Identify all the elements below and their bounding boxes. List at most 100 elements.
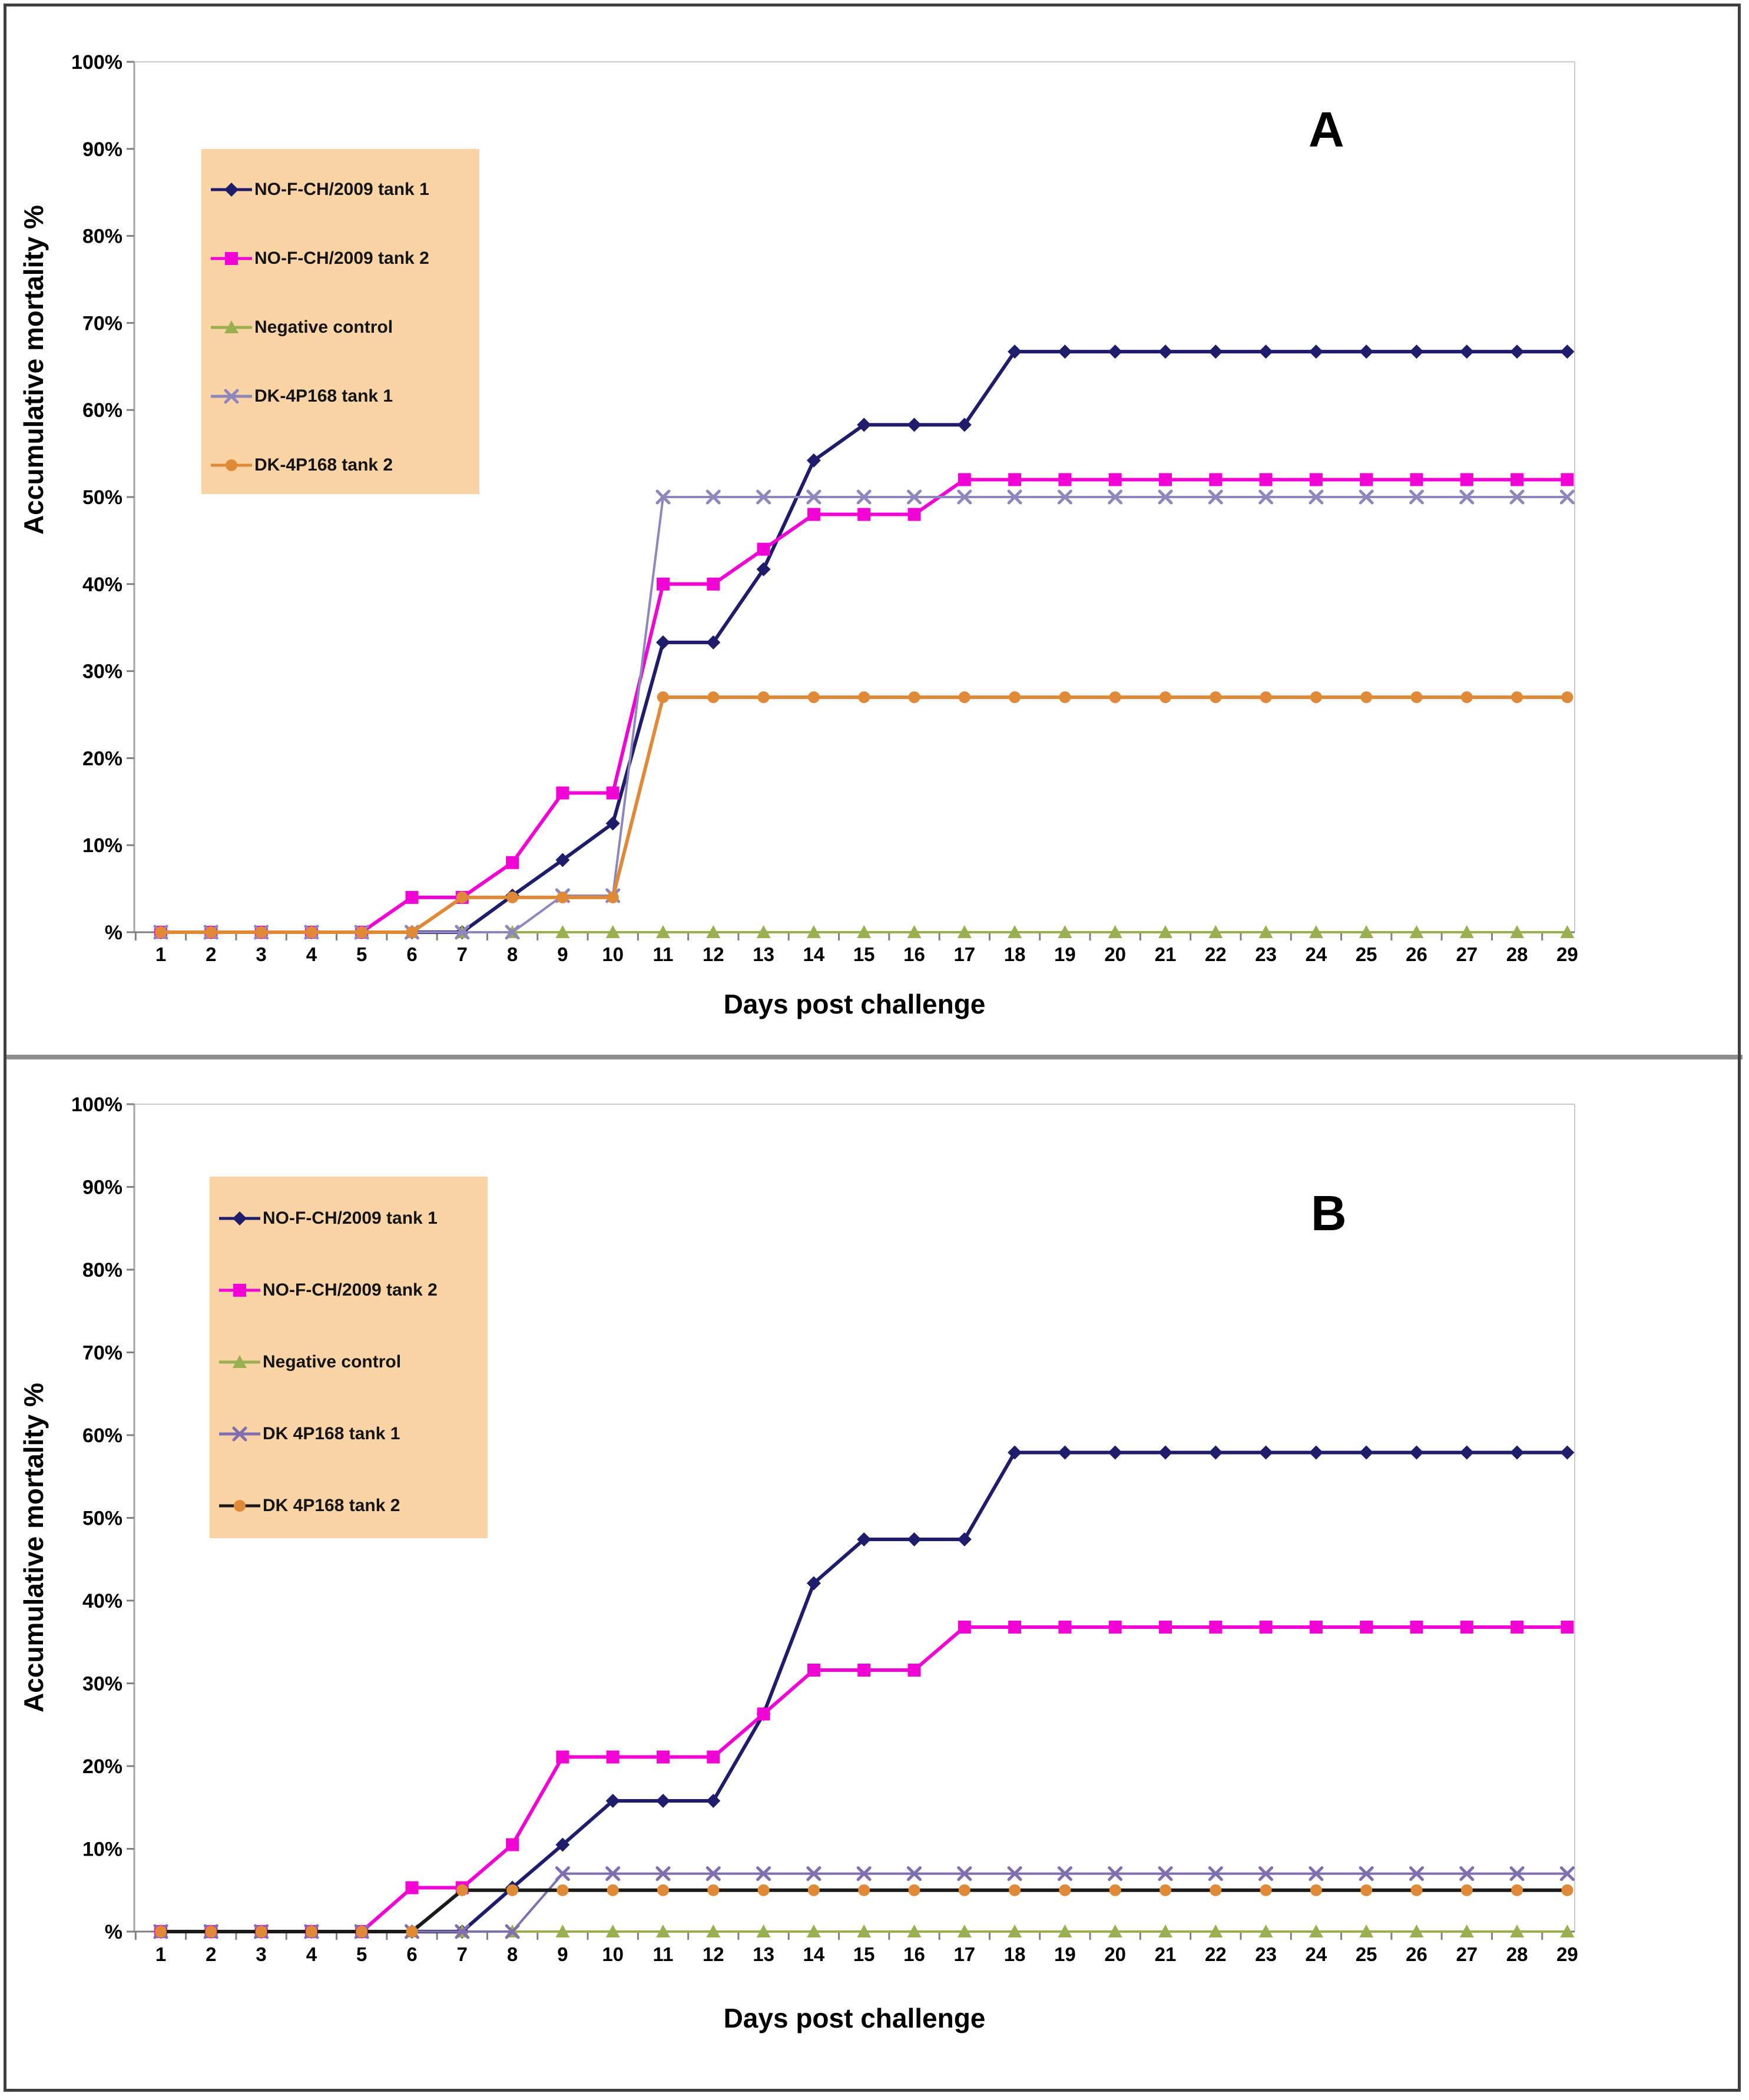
circle-marker bbox=[707, 691, 720, 703]
square-marker bbox=[1460, 473, 1473, 486]
square-marker bbox=[1460, 1620, 1473, 1634]
diamond-marker bbox=[1158, 345, 1172, 359]
y-tick-label: 20% bbox=[82, 747, 122, 770]
x-tick-label: 18 bbox=[1004, 943, 1026, 965]
x-marker bbox=[455, 1924, 470, 1939]
triangle-marker bbox=[756, 1925, 771, 1937]
diamond-marker bbox=[1560, 1445, 1575, 1460]
circle-marker bbox=[356, 926, 368, 938]
legend-key-diamond-icon bbox=[219, 1211, 260, 1225]
square-marker bbox=[405, 1881, 419, 1894]
x-tick-label: 21 bbox=[1155, 943, 1177, 965]
x-marker bbox=[655, 489, 671, 505]
square-marker bbox=[1510, 473, 1524, 486]
triangle-marker bbox=[1459, 1925, 1474, 1937]
y-tick-label: 90% bbox=[82, 138, 122, 161]
triangle-marker bbox=[957, 1925, 972, 1937]
circle-marker bbox=[858, 691, 870, 703]
y-tick-label: 50% bbox=[82, 1508, 122, 1530]
square-marker bbox=[958, 1620, 971, 1634]
x-tick-label: 3 bbox=[256, 1943, 266, 1965]
y-tick-label: 50% bbox=[82, 486, 122, 509]
x-tick-label: 4 bbox=[306, 1943, 317, 1965]
x-tick-label: 18 bbox=[1004, 1943, 1026, 1965]
x-tick-label: 26 bbox=[1406, 943, 1427, 965]
circle-marker bbox=[1160, 691, 1171, 703]
x-tick-label: 2 bbox=[206, 1943, 216, 1965]
y-tick-label: % bbox=[105, 922, 122, 944]
diamond-marker bbox=[224, 182, 238, 197]
diamond-marker bbox=[605, 816, 620, 831]
x-tick-label: 14 bbox=[803, 943, 825, 965]
square-marker bbox=[1259, 1620, 1273, 1634]
legend-item-negative-control: Negative control bbox=[218, 1326, 488, 1398]
square-marker bbox=[225, 251, 238, 265]
circle-marker bbox=[255, 926, 267, 938]
x-tick-label: 19 bbox=[1054, 1943, 1076, 1965]
legend-a: NO-F-CH/2009 tank 1 NO-F-CH/2009 tank 2 Ne… bbox=[201, 149, 479, 494]
circle-marker bbox=[1210, 691, 1222, 703]
square-marker bbox=[1561, 473, 1574, 486]
square-marker bbox=[1058, 473, 1072, 486]
triangle-marker bbox=[1058, 925, 1072, 938]
x-tick-label: 25 bbox=[1356, 943, 1377, 965]
x-marker bbox=[1359, 1866, 1374, 1882]
circle-marker bbox=[657, 1884, 669, 1896]
x-tick-label: 7 bbox=[457, 1943, 468, 1965]
square-marker bbox=[907, 508, 921, 521]
legend-key-x-icon bbox=[219, 1426, 260, 1442]
circle-marker bbox=[1310, 1884, 1322, 1896]
legend-item-dk-4p168-tank-2: DK-4P168 tank 2 bbox=[210, 430, 479, 499]
diamond-marker bbox=[1158, 1445, 1172, 1460]
x-marker bbox=[1309, 489, 1324, 505]
x-tick-label: 29 bbox=[1556, 1943, 1578, 1965]
diamond-marker bbox=[1510, 1445, 1525, 1460]
diamond-marker bbox=[555, 1837, 570, 1852]
diamond-marker bbox=[1058, 345, 1072, 359]
triangle-marker bbox=[756, 925, 771, 938]
circle-marker bbox=[556, 1884, 569, 1896]
legend-key-x-icon bbox=[211, 389, 252, 403]
circle-marker bbox=[356, 1926, 368, 1937]
y-tick-label: 30% bbox=[82, 1673, 122, 1695]
circle-marker bbox=[234, 1500, 246, 1512]
x-tick-label: 12 bbox=[703, 943, 724, 965]
x-marker bbox=[1258, 1866, 1274, 1882]
circle-marker bbox=[807, 691, 820, 703]
x-tick-label: 14 bbox=[803, 1943, 825, 1965]
x-marker bbox=[1258, 489, 1274, 505]
diamond-marker bbox=[1459, 1445, 1474, 1460]
triangle-marker bbox=[1158, 1925, 1172, 1937]
y-tick-label: % bbox=[105, 1921, 122, 1943]
triangle-marker bbox=[857, 925, 872, 938]
square-marker bbox=[1360, 1620, 1373, 1634]
x-marker bbox=[1459, 1866, 1475, 1882]
x-tick-label: 16 bbox=[903, 943, 925, 965]
square-marker bbox=[1360, 473, 1373, 486]
circle-marker bbox=[607, 1884, 619, 1896]
x-tick-label: 13 bbox=[753, 1943, 774, 1965]
x-marker bbox=[705, 1866, 721, 1882]
legend-item-dk-4p168-tank-2: DK 4P168 tank 2 bbox=[218, 1470, 488, 1542]
x-marker bbox=[705, 489, 721, 505]
legend-item-no-f-ch-2009-tank-2: NO-F-CH/2009 tank 2 bbox=[218, 1254, 488, 1326]
diamond-marker bbox=[1409, 345, 1424, 359]
x-tick-label: 20 bbox=[1104, 1943, 1126, 1965]
triangle-marker bbox=[605, 1925, 620, 1937]
x-tick-label: 2 bbox=[206, 943, 216, 965]
triangle-marker bbox=[1108, 1925, 1122, 1937]
square-marker bbox=[857, 508, 871, 521]
legend-b: NO-F-CH/2009 tank 1 NO-F-CH/2009 tank 2 Ne… bbox=[210, 1177, 488, 1538]
circle-marker bbox=[1009, 691, 1021, 703]
triangle-marker bbox=[656, 925, 670, 938]
x-tick-label: 8 bbox=[507, 943, 518, 965]
circle-marker bbox=[1511, 1884, 1523, 1896]
x-tick-label: 22 bbox=[1205, 943, 1227, 965]
legend-key-square-icon bbox=[211, 251, 252, 265]
diamond-marker bbox=[233, 1211, 247, 1225]
x-marker bbox=[1208, 1866, 1223, 1882]
x-marker bbox=[1309, 1866, 1324, 1882]
diamond-marker bbox=[1208, 345, 1223, 359]
circle-marker bbox=[556, 891, 569, 903]
legend-item-no-f-ch-2009-tank-2: NO-F-CH/2009 tank 2 bbox=[210, 224, 479, 293]
